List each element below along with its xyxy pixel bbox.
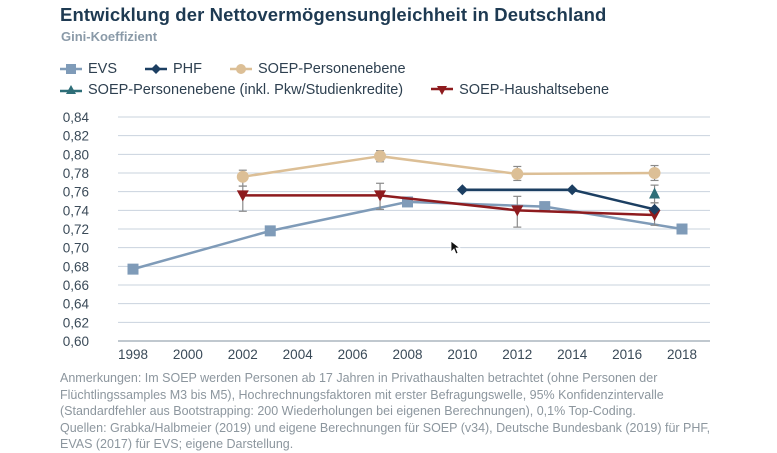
y-tick-label: 0,76 bbox=[63, 185, 89, 200]
legend-item-soep-personen-inkl[interactable]: SOEP-Personenebene (inkl. Pkw/Studienkre… bbox=[60, 82, 403, 98]
legend-label-soep-personen-inkl: SOEP-Personenebene (inkl. Pkw/Studienkre… bbox=[88, 81, 404, 98]
notes-line: EVAS (2017) für EVS; eigene Darstellung. bbox=[60, 437, 294, 451]
data-point-diamond bbox=[649, 203, 661, 215]
x-tick-label: 1998 bbox=[118, 347, 148, 362]
legend-item-evs[interactable]: EVS bbox=[60, 61, 117, 77]
x-tick-label: 2018 bbox=[667, 347, 697, 362]
data-point-triangle-down bbox=[374, 190, 387, 202]
y-tick-label: 0,80 bbox=[63, 147, 89, 162]
notes-line: (Standardfehler aus Bootstrapping: 200 W… bbox=[60, 404, 636, 418]
y-tick-label: 0,60 bbox=[63, 334, 89, 349]
legend-label-evs: EVS bbox=[88, 60, 118, 77]
series-soep-haushaltsebene bbox=[236, 182, 661, 228]
data-point-square bbox=[127, 263, 139, 275]
y-tick-label: 0,82 bbox=[63, 129, 89, 144]
chart-subtitle: Gini-Koeffizient bbox=[61, 29, 158, 44]
legend-item-phf[interactable]: PHF bbox=[145, 61, 202, 77]
legend-row-1: EVS PHF SOEP-Personenebene bbox=[60, 58, 760, 79]
legend-label-soep-personen: SOEP-Personenebene bbox=[258, 60, 406, 77]
legend-diamond-marker-icon bbox=[145, 63, 168, 74]
notes-line: Quellen: Grabka/Halbmeier (2019) und eig… bbox=[60, 420, 711, 435]
data-point-circle bbox=[511, 167, 524, 180]
y-tick-label: 0,72 bbox=[63, 222, 89, 237]
data-point-triangle-up bbox=[649, 187, 661, 199]
series-line bbox=[242, 154, 655, 178]
data-point-square bbox=[539, 201, 551, 213]
series-soep-personenebene-inkl-pkw-studienkredite- bbox=[649, 184, 661, 204]
series-soep-personenebene bbox=[236, 150, 661, 187]
x-tick-label: 2012 bbox=[502, 347, 532, 362]
x-axis: 1998 2000 2002 2004 2006 2008 2010 2012 2014 2016… bbox=[118, 347, 697, 362]
notes-line: Anmerkungen: Im SOEP werden Personen ab … bbox=[60, 371, 658, 385]
series-phf bbox=[456, 184, 661, 215]
legend-label-soep-haushalt: SOEP-Haushaltsebene bbox=[459, 81, 610, 98]
y-axis: 0,60 0,62 0,64 0,66 0,68 0,70 0,72 0,74 0,76 0,78… bbox=[63, 110, 90, 349]
data-point-diamond bbox=[566, 184, 578, 196]
y-tick-label: 0,66 bbox=[63, 278, 89, 293]
line-chart: 0,60 0,62 0,64 0,66 0,68 0,70 0,72 0,74 0,76 0,78… bbox=[63, 110, 710, 362]
series-layer bbox=[127, 150, 688, 275]
series-evs bbox=[127, 196, 688, 275]
data-point-square bbox=[402, 196, 413, 208]
y-tick-label: 0,70 bbox=[63, 241, 89, 256]
legend-item-soep-personen[interactable]: SOEP-Personenebene bbox=[230, 61, 406, 77]
x-tick-label: 2006 bbox=[338, 347, 368, 362]
legend-triangle-down-marker-icon bbox=[431, 85, 454, 95]
x-tick-label: 2000 bbox=[173, 347, 203, 362]
x-tick-label: 2008 bbox=[392, 347, 422, 362]
data-point-triangle-down bbox=[511, 205, 524, 217]
legend-square-marker-icon bbox=[60, 63, 82, 74]
legend: EVS PHF SOEP-Personenebene SOEP-Personen… bbox=[60, 58, 760, 100]
data-point-square bbox=[676, 223, 688, 235]
gridlines bbox=[118, 116, 710, 342]
data-point-diamond bbox=[456, 184, 468, 196]
chart-title: Entwicklung der Nettovermögensungleichhe… bbox=[60, 4, 607, 25]
data-point-circle bbox=[236, 170, 249, 183]
x-tick-label: 2016 bbox=[612, 347, 642, 362]
x-tick-label: 2004 bbox=[283, 347, 314, 362]
notes-line: Flüchtlingssamples M3 bis M5), Hochrechn… bbox=[60, 387, 664, 402]
data-point-square bbox=[264, 225, 276, 237]
legend-triangle-up-marker-icon bbox=[60, 84, 82, 94]
y-tick-label: 0,74 bbox=[63, 203, 90, 218]
data-point-circle bbox=[374, 150, 387, 163]
y-tick-label: 0,62 bbox=[63, 315, 89, 330]
legend-label-phf: PHF bbox=[173, 60, 203, 77]
y-tick-label: 0,64 bbox=[63, 297, 90, 312]
mouse-cursor-icon bbox=[450, 240, 462, 255]
legend-row-2: SOEP-Personenebene (inkl. Pkw/Studienkre… bbox=[60, 79, 760, 100]
legend-circle-marker-icon bbox=[230, 63, 253, 74]
y-tick-label: 0,78 bbox=[63, 166, 89, 181]
series-line bbox=[242, 194, 655, 217]
data-point-circle bbox=[648, 167, 661, 179]
legend-item-soep-haushalt[interactable]: SOEP-Haushaltsebene bbox=[431, 82, 609, 98]
data-point-triangle-down bbox=[236, 190, 249, 202]
x-tick-label: 2014 bbox=[557, 347, 588, 362]
data-point-triangle-down bbox=[648, 210, 661, 221]
y-tick-label: 0,68 bbox=[63, 259, 89, 274]
x-tick-label: 2010 bbox=[447, 347, 477, 362]
chart-notes: Anmerkungen: Im SOEP werden Personen ab … bbox=[60, 370, 760, 453]
x-tick-label: 2002 bbox=[228, 347, 258, 362]
y-tick-label: 0,84 bbox=[63, 110, 90, 125]
